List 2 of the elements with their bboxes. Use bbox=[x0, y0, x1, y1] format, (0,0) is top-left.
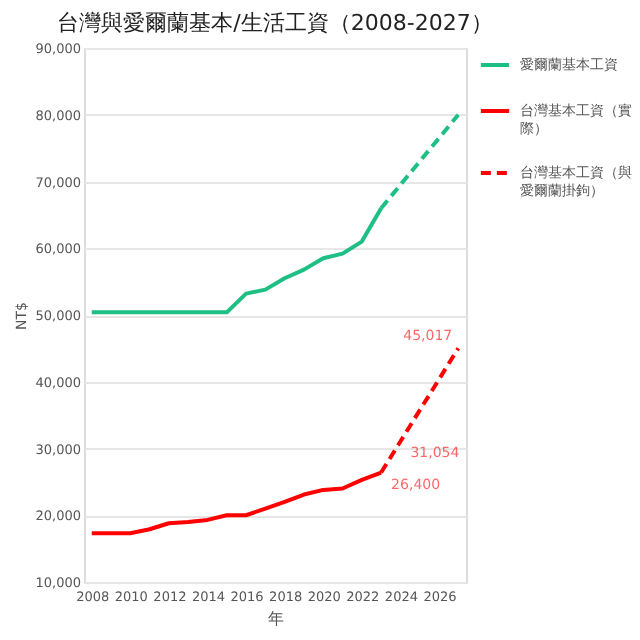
chart-title: 台灣與愛爾蘭基本/生活工資（2008-2027） bbox=[57, 10, 493, 36]
x-axis-title: 年 bbox=[268, 610, 284, 628]
